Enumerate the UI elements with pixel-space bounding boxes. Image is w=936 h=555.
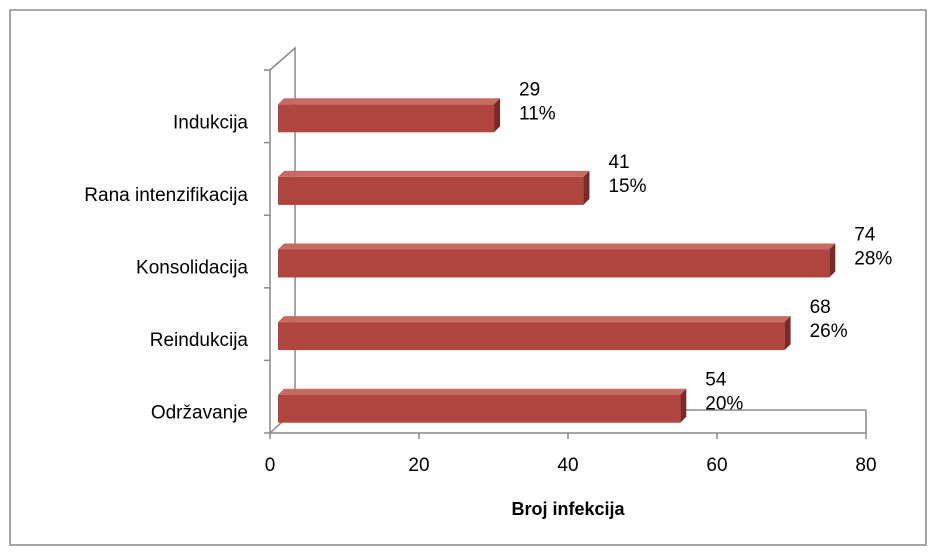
bar-top bbox=[278, 98, 501, 105]
y-tick-label: Konsolidacija bbox=[136, 258, 248, 279]
x-tick-label: 60 bbox=[706, 455, 727, 476]
value-label: 41 bbox=[608, 152, 629, 173]
y-tick-label: Rana intenzifikacija bbox=[84, 185, 248, 206]
value-label: 74 bbox=[854, 225, 876, 246]
bar bbox=[278, 394, 681, 423]
bar bbox=[278, 322, 785, 351]
x-tick-label: 20 bbox=[408, 455, 429, 476]
x-tick-label: 80 bbox=[855, 455, 876, 476]
percent-label: 20% bbox=[705, 394, 743, 415]
bar-top bbox=[278, 170, 590, 177]
bar-top bbox=[278, 243, 836, 250]
bar-side bbox=[784, 316, 791, 351]
percent-label: 28% bbox=[854, 249, 892, 270]
value-label: 29 bbox=[519, 79, 540, 100]
bar-top bbox=[278, 388, 687, 395]
bar-side bbox=[583, 170, 590, 205]
percent-label: 15% bbox=[608, 176, 646, 197]
x-tick-label: 40 bbox=[557, 455, 578, 476]
bar bbox=[278, 104, 495, 133]
x-axis-title: Broj infekcija bbox=[511, 499, 625, 519]
bar-side bbox=[494, 98, 501, 133]
bar bbox=[278, 249, 830, 278]
value-label: 68 bbox=[810, 297, 831, 318]
bar-side bbox=[680, 388, 687, 423]
bar-top bbox=[278, 316, 791, 323]
bar-side bbox=[829, 243, 836, 278]
percent-label: 26% bbox=[810, 321, 848, 342]
y-tick-label: Indukcija bbox=[173, 112, 248, 133]
x-tick-label: 0 bbox=[265, 455, 276, 476]
value-label: 54 bbox=[705, 370, 727, 391]
bar bbox=[278, 176, 584, 205]
y-tick-label: Održavanje bbox=[151, 403, 248, 424]
y-tick-label: Reindukcija bbox=[150, 330, 249, 351]
percent-label: 11% bbox=[519, 103, 556, 124]
